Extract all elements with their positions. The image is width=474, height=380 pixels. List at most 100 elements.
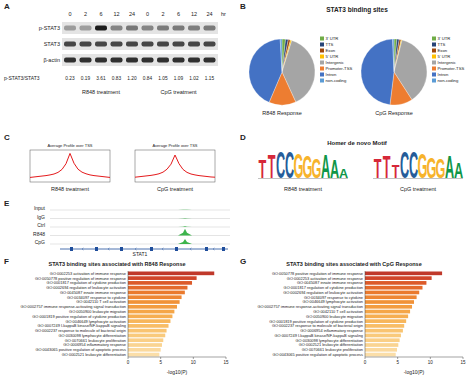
motif-letter: T	[374, 154, 382, 183]
gene-exon	[205, 247, 208, 251]
legend-swatch	[432, 73, 436, 77]
bar	[128, 343, 162, 347]
motif-letter: T	[268, 148, 276, 185]
track-baseline	[50, 210, 230, 211]
ratio-value: 0.19	[81, 76, 91, 81]
plot-area	[30, 153, 110, 177]
track-baseline	[50, 244, 230, 245]
bar	[365, 348, 397, 352]
gene-strand	[162, 248, 164, 250]
tick-label: 15	[223, 360, 229, 365]
legend-swatch	[320, 37, 324, 41]
legend-label: 5' UTR	[438, 54, 451, 59]
bar	[128, 334, 165, 338]
legend-swatch	[432, 79, 436, 83]
legend-label: non-coding	[326, 78, 347, 83]
bar	[365, 276, 432, 280]
x-tick	[463, 357, 464, 359]
band	[204, 58, 216, 63]
legend-swatch	[320, 79, 324, 83]
tick-label: 10	[191, 360, 197, 365]
legend-label: non-coding	[438, 78, 459, 83]
motif-letter: A	[445, 149, 454, 184]
panel-label: E	[4, 199, 10, 208]
x-tick	[430, 357, 431, 359]
band	[204, 42, 216, 47]
bar	[128, 300, 180, 304]
tick-label: 10	[428, 360, 434, 365]
band	[188, 26, 200, 31]
track-label: Input	[34, 205, 46, 211]
band	[80, 42, 92, 47]
panel-label: C	[4, 133, 10, 142]
bar	[128, 281, 192, 285]
chart-title: Average Profile over TSS	[48, 143, 93, 148]
gene-exon	[150, 247, 153, 251]
x-tick	[193, 357, 194, 359]
legend-label: 5' UTR	[326, 54, 339, 59]
chart-title: STAT3 binding sites associated with R848…	[48, 261, 185, 267]
tick-label: 0	[364, 360, 367, 365]
chart-title: R848 Response	[262, 110, 301, 116]
motif-letter: C	[276, 145, 285, 186]
legend-swatch	[432, 37, 436, 41]
track-baseline	[50, 235, 230, 236]
group-label: CpG treatment	[160, 89, 197, 95]
band	[126, 42, 138, 47]
bar	[365, 329, 403, 333]
pie-slice	[280, 39, 282, 72]
row-label: STAT3	[44, 41, 60, 47]
ratio-value: 0.83	[112, 76, 122, 81]
bar	[128, 291, 185, 295]
bar	[365, 319, 406, 323]
gene-exon	[222, 247, 225, 251]
band	[142, 26, 154, 31]
y-axis	[365, 271, 366, 357]
motif-letter: T	[383, 149, 391, 184]
x-tick	[128, 357, 129, 359]
bar	[128, 319, 170, 323]
band	[64, 42, 76, 47]
gene-label: STAT1	[133, 251, 148, 257]
gene-strand	[213, 248, 215, 250]
panel-label: A	[4, 2, 10, 11]
pie-slice	[249, 39, 282, 102]
plot-area	[365, 272, 442, 357]
ratio-value: 1.20	[127, 76, 137, 81]
plot-frame	[135, 150, 215, 182]
legend-label: TTS	[438, 42, 446, 47]
track-peak	[178, 229, 192, 236]
legend-swatch	[320, 43, 324, 47]
legend-label: Intron	[438, 72, 449, 77]
band	[95, 42, 107, 47]
legend-label: Intergenic	[438, 60, 456, 65]
bar	[365, 310, 410, 314]
axis-label: CpG treatment	[157, 186, 194, 192]
x-axis	[365, 357, 463, 358]
gene-exon	[70, 247, 73, 251]
legend-swatch	[320, 61, 324, 65]
ratio-value: 1.15	[205, 76, 215, 81]
legend-label: Exon	[326, 48, 336, 53]
gene-line	[60, 249, 228, 250]
blot-strip	[62, 38, 218, 50]
band	[173, 58, 185, 63]
motif-letter: A	[339, 166, 349, 182]
lane-label: 6	[99, 11, 102, 17]
ratio-value: 1.02	[189, 76, 199, 81]
pie-slice	[393, 39, 394, 72]
y-axis	[128, 271, 129, 357]
tick-label: 0	[127, 360, 130, 365]
band	[157, 42, 169, 47]
plot-area	[128, 272, 214, 357]
row-label: p-STAT3	[39, 25, 60, 31]
bar	[128, 348, 161, 352]
lane-label: 12	[113, 11, 119, 17]
axis-label: -log10(P)	[167, 369, 188, 375]
legend-swatch	[432, 61, 436, 65]
legend-label: Promoter-TSS	[438, 66, 465, 71]
lane-label: 0	[146, 11, 149, 17]
legend-label: Promoter-TSS	[326, 66, 353, 71]
legend-swatch	[432, 49, 436, 53]
bar	[128, 310, 174, 314]
